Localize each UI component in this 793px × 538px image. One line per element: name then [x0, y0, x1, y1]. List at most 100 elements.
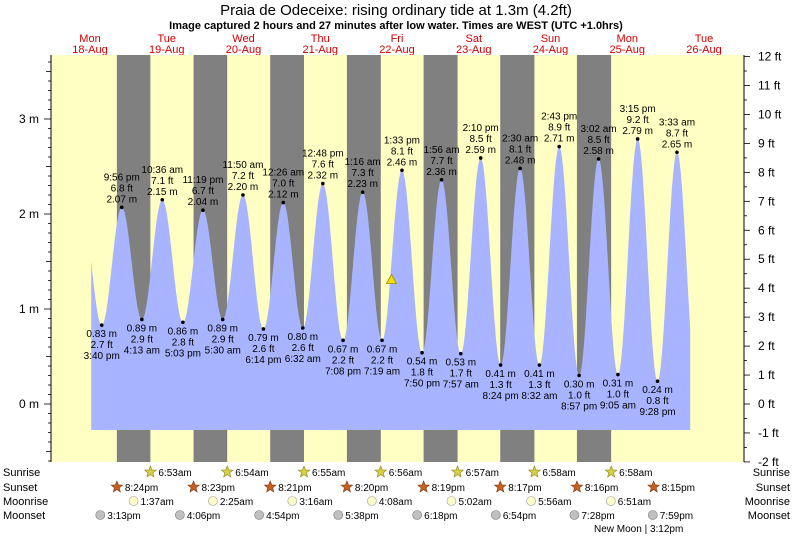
low-tide-m-label: 0.30 m [564, 380, 595, 391]
low-tide-ft-label: 2.8 ft [172, 337, 194, 348]
moonset-icon [647, 510, 658, 520]
high-tide-point [675, 150, 679, 155]
day-name-label: Sun [541, 33, 561, 45]
low-tide-ft-label: 1.3 ft [528, 380, 550, 391]
right-axis-tick-label: -1 ft [758, 426, 779, 440]
high-tide-time-label: 1:16 am [345, 157, 381, 168]
low-tide-ft-label: 1.0 ft [568, 391, 590, 402]
moonrise-time: 2:25am [220, 497, 253, 508]
day-name-label: Sat [465, 33, 482, 45]
high-tide-time-label: 3:15 pm [620, 104, 656, 115]
high-tide-m-label: 2.46 m [387, 157, 418, 168]
low-tide-time-label: 6:14 pm [245, 355, 281, 366]
sunset-icon [340, 480, 354, 493]
low-tide-ft-label: 2.9 ft [212, 334, 234, 345]
high-tide-ft-label: 8.9 ft [548, 123, 570, 134]
high-tide-point [281, 200, 286, 205]
low-tide-ft-label: 2.6 ft [292, 343, 314, 354]
moonrise-icon [287, 496, 298, 506]
left-axis-tick-label: 3 m [19, 112, 39, 126]
moonset-icon [95, 510, 106, 520]
sunset-time: 8:21pm [278, 483, 311, 494]
sunrise-time: 6:58am [619, 468, 652, 479]
moonrise-icon [526, 496, 536, 506]
high-tide-m-label: 2.79 m [622, 126, 653, 137]
moonset-icon [175, 510, 185, 520]
sunset-icon [570, 480, 584, 493]
high-tide-m-label: 2.36 m [426, 167, 457, 178]
high-tide-point [160, 197, 165, 202]
sunrise-time: 6:56am [389, 468, 422, 479]
moonset-time: 5:38pm [345, 511, 378, 522]
low-tide-point [380, 338, 384, 343]
low-tide-point [140, 317, 144, 322]
right-axis-tick-label: 5 ft [758, 252, 775, 266]
sunset-time: 8:20pm [355, 483, 388, 494]
day-name-label: Mon [79, 33, 100, 45]
low-tide-point [181, 320, 185, 325]
low-tide-m-label: 0.89 m [127, 323, 158, 334]
moonset-time: 4:06pm [187, 511, 220, 522]
sunset-time: 8:19pm [432, 483, 465, 494]
high-tide-time-label: 9:56 pm [104, 172, 140, 183]
right-axis-tick-label: 12 ft [758, 50, 782, 64]
right-axis-tick-label: -2 ft [758, 455, 779, 469]
moonrise-time: 3:16am [299, 497, 332, 508]
low-tide-time-label: 3:40 pm [84, 351, 120, 362]
high-tide-time-label: 2:43 pm [541, 112, 577, 123]
high-tide-time-label: 11:19 pm [182, 175, 223, 186]
moonrise-icon [128, 496, 139, 506]
day-date-label: 20-Aug [226, 44, 261, 56]
day-date-label: 23-Aug [456, 44, 491, 56]
low-tide-point [537, 363, 542, 367]
sunrise-time: 6:53am [158, 468, 191, 479]
right-axis-tick-label: 9 ft [758, 136, 775, 150]
day-name-label: Wed [232, 33, 254, 45]
high-tide-ft-label: 7.2 ft [232, 171, 254, 182]
high-tide-point [478, 156, 483, 160]
sunrise-time: 6:58am [542, 468, 575, 479]
low-tide-point [616, 372, 620, 377]
moonset-row-label-right: Moonset [748, 510, 790, 522]
high-tide-ft-label: 8.1 ft [391, 146, 413, 157]
sunrise-icon [143, 465, 157, 478]
day-date-label: 22-Aug [379, 44, 414, 56]
chart-title: Praia de Odeceixe: rising ordinary tide … [220, 2, 572, 19]
axes: 0 m 1 m 2 m 3 m -2 ft -1 ft 0 ft 1 ft 2 ft 3 ft 4 … [19, 50, 782, 469]
high-tide-m-label: 2.58 m [583, 146, 614, 157]
low-tide-ft-label: 0.8 ft [646, 396, 668, 407]
right-axis-tick-label: 10 ft [758, 107, 782, 121]
sunset-icon [263, 480, 277, 493]
high-tide-ft-label: 6.7 ft [192, 186, 214, 197]
low-tide-ft-label: 1.3 ft [489, 380, 511, 391]
moonrise-row-label-left: Moonrise [3, 496, 48, 508]
low-tide-m-label: 0.83 m [86, 329, 117, 340]
high-tide-m-label: 2.12 m [268, 190, 299, 201]
high-tide-time-label: 1:56 am [423, 145, 459, 156]
sunset-icon [647, 480, 661, 493]
moonrise-time: 1:37am [141, 497, 174, 508]
high-tide-time-label: 12:48 pm [302, 149, 344, 160]
high-tide-time-label: 2:10 pm [463, 123, 499, 134]
day-date-label: 18-Aug [72, 44, 107, 56]
sunset-icon [187, 480, 201, 493]
high-tide-time-label: 12:26 am [262, 168, 304, 179]
left-axis-tick-label: 1 m [19, 302, 39, 316]
moonrise-icon [446, 496, 457, 506]
high-tide-point [518, 166, 522, 171]
low-tide-m-label: 0.67 m [328, 344, 359, 355]
moonset-time: 6:18pm [424, 511, 457, 522]
low-tide-m-label: 0.54 m [407, 357, 438, 368]
low-tide-point [655, 379, 660, 384]
day-name-label: Mon [617, 33, 638, 45]
day-date-label: 24-Aug [533, 44, 568, 56]
moonset-row-label-left: Moonset [3, 510, 45, 522]
low-tide-point [99, 323, 104, 327]
moonset-time: 6:54pm [503, 511, 536, 522]
high-tide-time-label: 3:02 am [581, 124, 617, 135]
low-tide-point [458, 351, 463, 356]
moonrise-icon [208, 496, 218, 506]
moonset-icon [333, 510, 344, 520]
high-tide-ft-label: 7.7 ft [430, 156, 452, 167]
